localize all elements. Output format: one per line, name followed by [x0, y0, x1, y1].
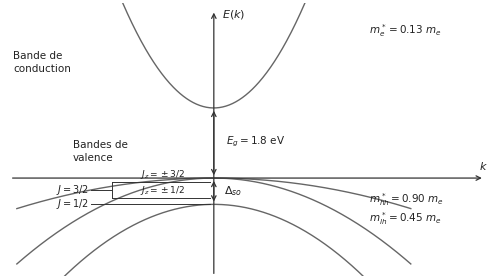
Text: Bande de
conduction: Bande de conduction — [13, 51, 71, 74]
Text: $\Delta_{so}$: $\Delta_{so}$ — [225, 184, 243, 198]
Text: $E(k)$: $E(k)$ — [222, 8, 246, 21]
Text: $J = 1/2$: $J = 1/2$ — [56, 197, 89, 211]
Text: $k$: $k$ — [480, 160, 488, 172]
Text: $m_{hh}^* = 0.90\ m_e$: $m_{hh}^* = 0.90\ m_e$ — [369, 191, 444, 208]
Text: $m_e^* = 0.13\ m_e$: $m_e^* = 0.13\ m_e$ — [369, 22, 441, 39]
Text: $J_z = \pm 1/2$: $J_z = \pm 1/2$ — [140, 184, 185, 197]
Text: $J_z = \pm 3/2$: $J_z = \pm 3/2$ — [140, 167, 185, 181]
Text: $E_g = 1.8$ eV: $E_g = 1.8$ eV — [227, 134, 286, 149]
Text: $m_{lh}^* = 0.45\ m_e$: $m_{lh}^* = 0.45\ m_e$ — [369, 210, 441, 227]
Text: Bandes de
valence: Bandes de valence — [73, 140, 128, 163]
Text: $J = 3/2$: $J = 3/2$ — [56, 183, 89, 197]
